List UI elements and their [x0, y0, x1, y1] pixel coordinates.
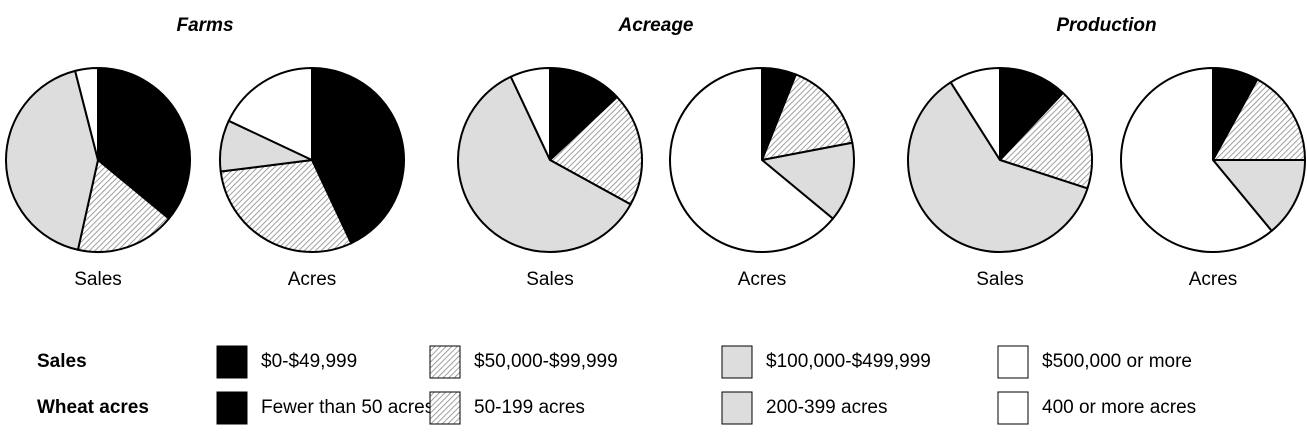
legend-label: $100,000-$499,999 [766, 351, 931, 372]
legend-swatch [721, 391, 753, 425]
pie-label: Acres [288, 269, 337, 290]
pie-slice [761, 73, 854, 161]
pie-slice [907, 81, 1089, 253]
pie-slice [1120, 67, 1273, 253]
group-title: Production [1056, 15, 1156, 36]
pie-label: Sales [976, 269, 1024, 290]
pie-slice [1212, 159, 1306, 232]
legend-label: 200-399 acres [766, 397, 887, 418]
pie-slice [549, 96, 643, 206]
legend-label: 50-199 acres [474, 397, 585, 418]
pie-slice [549, 67, 619, 161]
pie-label: Acres [738, 269, 787, 290]
pie-slice [761, 141, 855, 220]
pie-slice [999, 67, 1064, 161]
pie-slice [227, 67, 313, 161]
pie-slice [311, 67, 405, 245]
legend-swatch [997, 345, 1029, 379]
pie-label: Sales [74, 269, 122, 290]
legend-swatch [216, 391, 248, 425]
pie-slice [5, 69, 99, 251]
pie-slice [999, 91, 1093, 190]
pie-slice [669, 67, 834, 253]
legend-label: $500,000 or more [1042, 351, 1192, 372]
legend-label: Fewer than 50 acres [261, 397, 434, 418]
legend-swatch [429, 391, 461, 425]
legend-swatch [429, 345, 461, 379]
pie-slice [457, 75, 632, 253]
pie-slice [76, 159, 170, 253]
legend-label: $50,000-$99,999 [474, 351, 618, 372]
pie-slice [949, 67, 1001, 161]
legend-row-title: Wheat acres [37, 397, 149, 418]
legend-swatch [721, 345, 753, 379]
group-title: Acreage [618, 15, 694, 36]
group-title: Farms [176, 15, 233, 36]
pie-slice [509, 67, 551, 161]
pie-slice [219, 159, 353, 253]
pie-slice [97, 67, 191, 220]
legend-row-title: Sales [37, 351, 87, 372]
legend-swatch [997, 391, 1029, 425]
pie-label: Acres [1189, 269, 1238, 290]
pie-slice [1212, 78, 1306, 161]
legend-label: $0-$49,999 [261, 351, 357, 372]
pie-slice [74, 67, 99, 161]
legend-label: 400 or more acres [1042, 397, 1196, 418]
legend-swatch [216, 345, 248, 379]
pie-label: Sales [526, 269, 574, 290]
